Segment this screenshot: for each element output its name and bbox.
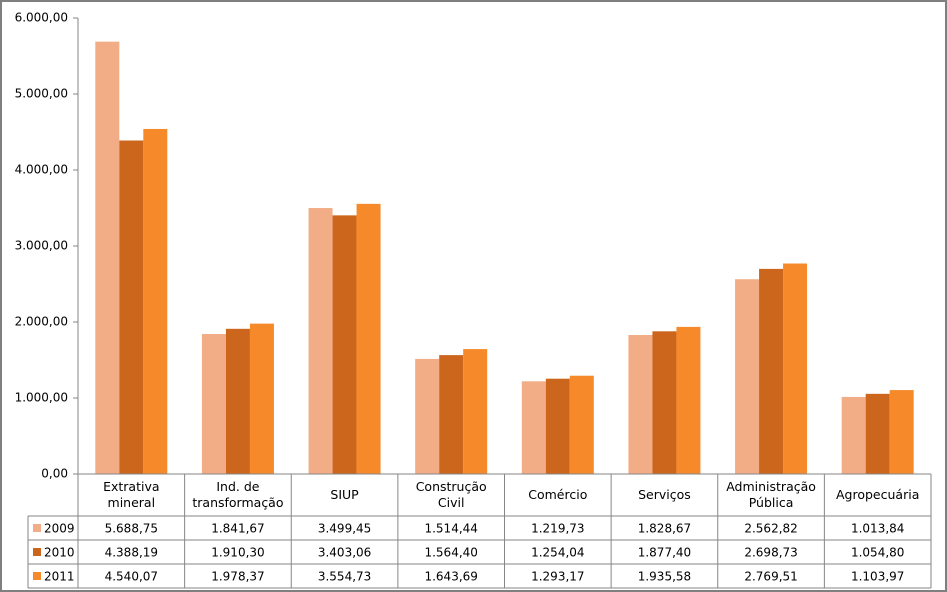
bar	[415, 358, 440, 474]
bar	[95, 41, 120, 474]
data-label: 5.688,75	[105, 522, 158, 536]
category-cell: Construção Civil	[415, 479, 487, 510]
x-tick-label: Administração Pública	[726, 479, 816, 510]
data-label: 2.562,82	[744, 522, 797, 536]
y-tick-label: 6.000,00	[15, 11, 68, 25]
data-label: 1.643,69	[424, 570, 477, 584]
legend-swatch	[33, 548, 41, 556]
x-tick-label: Extrativa mineral	[103, 479, 160, 510]
bar	[521, 381, 546, 474]
y-tick-label: 3.000,00	[15, 239, 68, 253]
data-label: 1.841,67	[211, 522, 264, 536]
data-label: 1.877,40	[638, 546, 691, 560]
bar	[783, 263, 808, 474]
bar	[225, 328, 250, 474]
data-label: 1.293,17	[531, 570, 584, 584]
category-cell: Administração Pública	[726, 479, 816, 510]
bar	[889, 390, 914, 474]
data-label: 1.219,73	[531, 522, 584, 536]
data-label: 1.013,84	[851, 522, 904, 536]
data-label: 3.554,73	[318, 570, 371, 584]
bar	[569, 375, 594, 474]
x-tick-label: Ind. de transformação	[192, 479, 284, 510]
y-tick-label: 1.000,00	[15, 391, 68, 405]
bar	[841, 396, 866, 474]
x-tick-label: Serviços	[638, 487, 691, 502]
bar	[439, 355, 464, 474]
data-label: 1.564,40	[424, 546, 477, 560]
data-label: 1.828,67	[638, 522, 691, 536]
data-label: 1.254,04	[531, 546, 584, 560]
bar	[463, 349, 488, 474]
category-cell: Extrativa mineral	[103, 479, 160, 510]
data-label: 4.540,07	[105, 570, 158, 584]
bar	[628, 335, 653, 474]
x-tick-label: Agropecuária	[836, 487, 920, 502]
data-label: 1.514,44	[424, 522, 477, 536]
bar	[249, 323, 274, 474]
bar	[356, 203, 381, 474]
legend-swatch	[33, 524, 41, 532]
x-tick-label: Construção Civil	[415, 479, 487, 510]
legend-label: 2009	[44, 522, 75, 536]
bar	[143, 128, 168, 474]
data-label: 1.054,80	[851, 546, 904, 560]
data-label: 1.935,58	[638, 570, 691, 584]
category-cell: Comércio	[528, 487, 588, 502]
data-label: 1.103,97	[851, 570, 904, 584]
bar	[308, 208, 333, 474]
data-label: 4.388,19	[105, 546, 158, 560]
y-tick-label: 2.000,00	[15, 315, 68, 329]
legend-label: 2011	[44, 570, 75, 584]
x-tick-label: SIUP	[330, 487, 359, 502]
category-cell: Ind. de transformação	[192, 479, 284, 510]
data-label: 2.769,51	[744, 570, 797, 584]
y-tick-label: 4.000,00	[15, 163, 68, 177]
legend-label: 2010	[44, 546, 75, 560]
bar	[652, 331, 677, 474]
bar	[545, 378, 570, 474]
legend-swatch	[33, 572, 41, 580]
category-cell: Agropecuária	[836, 487, 920, 502]
bar	[676, 326, 701, 474]
data-label: 3.403,06	[318, 546, 371, 560]
bar	[865, 393, 890, 474]
y-tick-label: 5.000,00	[15, 87, 68, 101]
bar	[735, 279, 760, 474]
bar	[759, 268, 784, 474]
data-label: 1.910,30	[211, 546, 264, 560]
bar	[332, 215, 357, 475]
bar	[201, 334, 226, 474]
data-label: 1.978,37	[211, 570, 264, 584]
x-tick-label: Comércio	[528, 487, 588, 502]
category-cell: Serviços	[638, 487, 691, 502]
data-label: 2.698,73	[744, 546, 797, 560]
category-cell: SIUP	[330, 487, 359, 502]
y-tick-label: 0,00	[41, 467, 68, 481]
data-label: 3.499,45	[318, 522, 371, 536]
bar	[119, 140, 144, 474]
